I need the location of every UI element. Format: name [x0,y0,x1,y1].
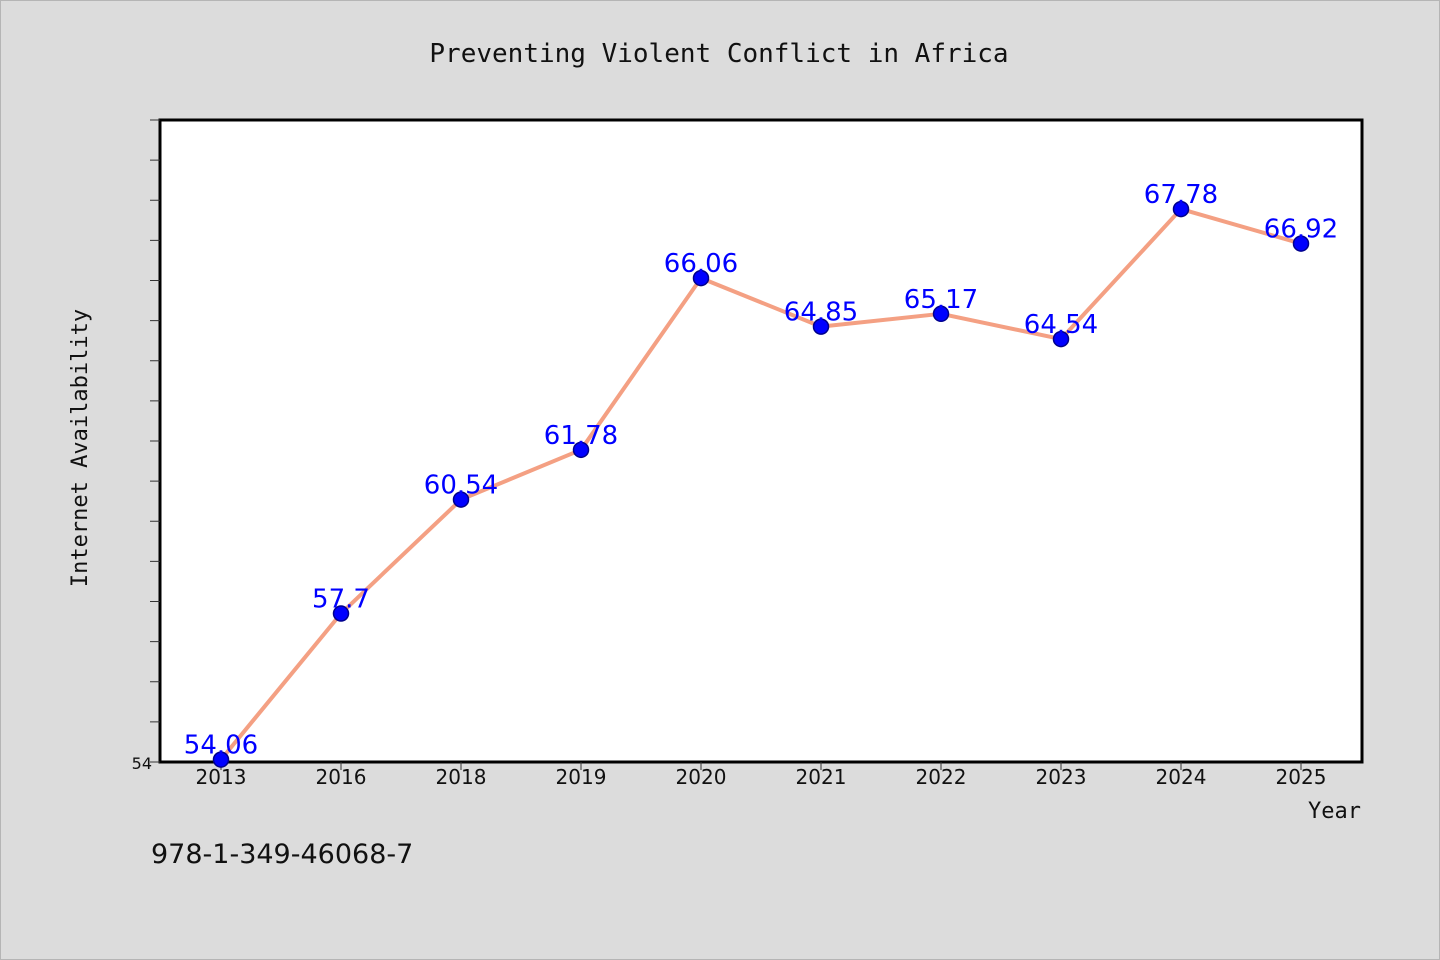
y-axis-ticks: 54 [132,119,160,773]
x-tick-label: 2018 [436,765,487,789]
x-tick-label: 2021 [796,765,847,789]
y-tick-label: 54 [132,754,152,773]
data-point [692,269,710,287]
x-tick-label: 2023 [1036,765,1087,789]
x-tick-label: 2016 [316,765,367,789]
data-label: 60.54 [424,471,498,501]
chart-title: Preventing Violent Conflict in Africa [429,39,1008,69]
x-axis-ticks: 2013 2016 2018 2019 2020 2021 2022 2023 2024 2025 [196,762,1327,789]
data-markers [212,200,1310,768]
data-label: 61.78 [544,421,618,451]
data-point [332,605,350,622]
data-label: 66.92 [1264,215,1338,245]
x-tick-label: 2022 [916,765,967,789]
y-axis-title: Internet Availability [68,309,93,587]
x-axis-title: Year [1308,799,1361,824]
data-label: 67.78 [1144,180,1218,210]
data-label: 66.06 [664,249,738,279]
x-tick-label: 2020 [676,765,727,789]
x-tick-label: 2013 [196,765,247,789]
data-point [452,491,470,508]
data-point [212,751,230,768]
x-tick-label: 2019 [556,765,607,789]
data-point [1172,200,1190,218]
x-tick-label: 2024 [1156,765,1207,789]
data-label: 54.06 [184,731,258,761]
data-point [1292,235,1310,252]
series-line [219,207,1303,762]
data-labels: 54.06 57.7 60.54 61.78 66.06 64.85 65.17 64.54 6… [184,180,1338,761]
data-label: 64.85 [784,298,858,328]
data-label: 65.17 [904,285,978,315]
plot-area [158,118,1364,764]
data-label: 57.7 [312,585,370,615]
data-point [1052,330,1070,348]
x-tick-label: 2025 [1276,765,1327,789]
data-point [932,305,950,323]
isbn-footer: 978-1-349-46068-7 [151,839,413,870]
data-point [812,318,830,335]
data-point [572,441,590,459]
data-label: 64.54 [1024,310,1098,340]
